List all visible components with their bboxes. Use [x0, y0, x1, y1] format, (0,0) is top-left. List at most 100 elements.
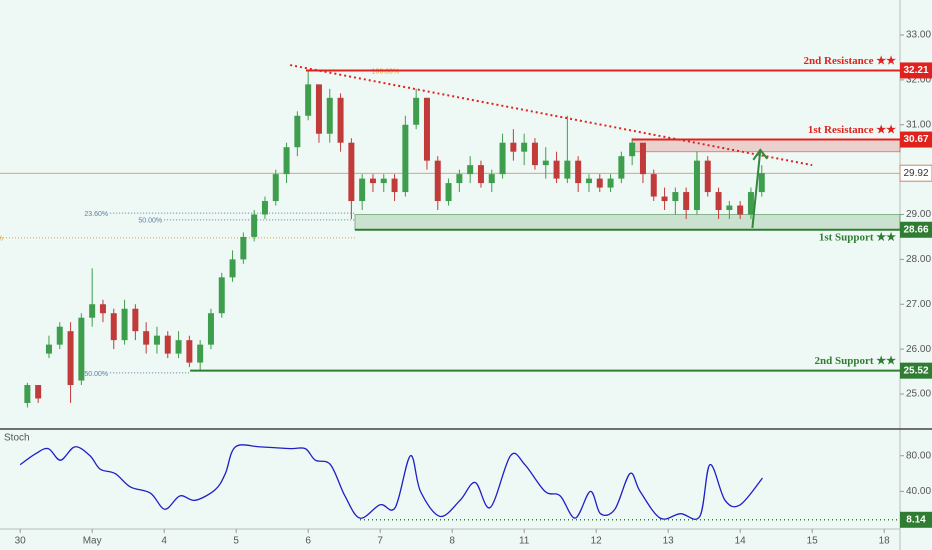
- last-price-box: [899, 164, 932, 182]
- stoch-tick-label: 40.00: [906, 486, 931, 497]
- arrow-head: [752, 148, 769, 161]
- candle-body: [564, 160, 571, 179]
- candle-body: [99, 304, 106, 314]
- arrow-shaft: [751, 149, 762, 229]
- level-name: 2nd Support ★★: [815, 355, 897, 367]
- level-price-box: [900, 362, 932, 379]
- x-tick-label: 8: [449, 536, 455, 547]
- candle-body: [24, 385, 31, 403]
- last-price: 29.92: [903, 168, 928, 179]
- candle-body: [737, 205, 744, 215]
- candle-body: [521, 142, 528, 152]
- candle-body: [607, 178, 614, 188]
- candle-body: [542, 160, 549, 166]
- candle-body: [434, 160, 441, 202]
- stoch-level-value: 8.14: [906, 514, 926, 525]
- candle-body: [56, 326, 63, 345]
- x-tick-label: 4: [161, 536, 167, 547]
- y-tick-label: 29.00: [906, 209, 931, 220]
- trendline: [289, 64, 813, 167]
- stoch-line: [19, 444, 763, 520]
- level-price: 32.21: [903, 65, 928, 76]
- candle-body: [272, 174, 279, 202]
- candle-body: [618, 156, 625, 179]
- fib-label: 23.60%: [84, 211, 108, 218]
- level-name: 1st Resistance ★★: [808, 124, 896, 136]
- candle-body: [456, 174, 463, 184]
- candle-body: [121, 308, 128, 341]
- stoch-label: Stoch: [4, 433, 30, 444]
- level-price-box: [900, 62, 932, 79]
- candle-body: [747, 192, 754, 215]
- candle-body: [510, 142, 517, 152]
- candle-body: [359, 178, 366, 202]
- candle-body: [369, 178, 376, 184]
- candle-body: [348, 142, 355, 202]
- x-tick-label: 12: [591, 536, 603, 547]
- level-price: 30.67: [903, 134, 928, 145]
- candle-body: [186, 340, 193, 363]
- candle-body: [89, 304, 96, 318]
- candle-body: [261, 201, 268, 215]
- x-tick-label: May: [83, 536, 102, 547]
- candle-body: [683, 192, 690, 211]
- fib-label: 100.00%: [372, 68, 400, 75]
- candle-body: [218, 277, 225, 314]
- candle-body: [629, 142, 636, 157]
- candle-body: [445, 183, 452, 202]
- fib-label: 50.00%: [84, 371, 108, 378]
- candle-body: [423, 97, 430, 161]
- x-tick-label: 18: [879, 536, 891, 547]
- x-tick-label: 13: [663, 536, 675, 547]
- candle-body: [153, 335, 160, 345]
- candle-body: [45, 344, 52, 354]
- fib-label: %: [0, 236, 3, 243]
- fib-label: 50.00%: [138, 218, 162, 225]
- x-tick-label: 15: [807, 536, 819, 547]
- candle-body: [132, 308, 139, 332]
- x-tick-label: 11: [519, 536, 530, 547]
- candle-body: [229, 259, 236, 278]
- candle-body: [693, 160, 700, 211]
- candle-body: [758, 173, 765, 193]
- candle-body: [35, 385, 42, 399]
- x-tick-label: 14: [735, 536, 747, 547]
- candle-body: [207, 313, 214, 345]
- candle-body: [380, 178, 387, 184]
- candle-body: [639, 142, 646, 175]
- y-tick-label: 26.00: [906, 344, 931, 355]
- candle-body: [305, 84, 312, 116]
- candle-body: [553, 160, 560, 179]
- candle-body: [337, 97, 344, 143]
- candle-body: [585, 178, 592, 184]
- candle-body: [499, 142, 506, 175]
- candle-body: [251, 214, 258, 237]
- candle-body: [467, 165, 474, 175]
- level-price: 25.52: [903, 365, 928, 376]
- candle-body: [672, 192, 679, 202]
- candle-body: [326, 97, 333, 134]
- y-tick-label: 31.00: [906, 119, 931, 130]
- x-tick-label: 30: [15, 536, 27, 547]
- level-zone: [354, 214, 901, 231]
- level-price-box: [900, 221, 932, 238]
- stoch-tick-label: 80.00: [906, 450, 931, 461]
- candle-body: [67, 331, 74, 386]
- x-tick-label: 7: [377, 536, 383, 547]
- y-tick-label: 33.00: [906, 30, 931, 41]
- y-tick-label: 25.00: [906, 389, 931, 400]
- candle-body: [715, 192, 722, 211]
- stoch-level-box: [900, 511, 932, 528]
- candle-body: [391, 178, 398, 193]
- level-name: 2nd Resistance ★★: [804, 55, 897, 67]
- candle-body: [575, 160, 582, 184]
- y-tick-label: 32.00: [906, 75, 931, 86]
- level-zone: [631, 139, 901, 153]
- candle-body: [240, 236, 247, 260]
- candle-body: [164, 335, 171, 354]
- candle-body: [283, 147, 290, 175]
- candle-body: [78, 317, 85, 381]
- candle-body: [650, 174, 657, 197]
